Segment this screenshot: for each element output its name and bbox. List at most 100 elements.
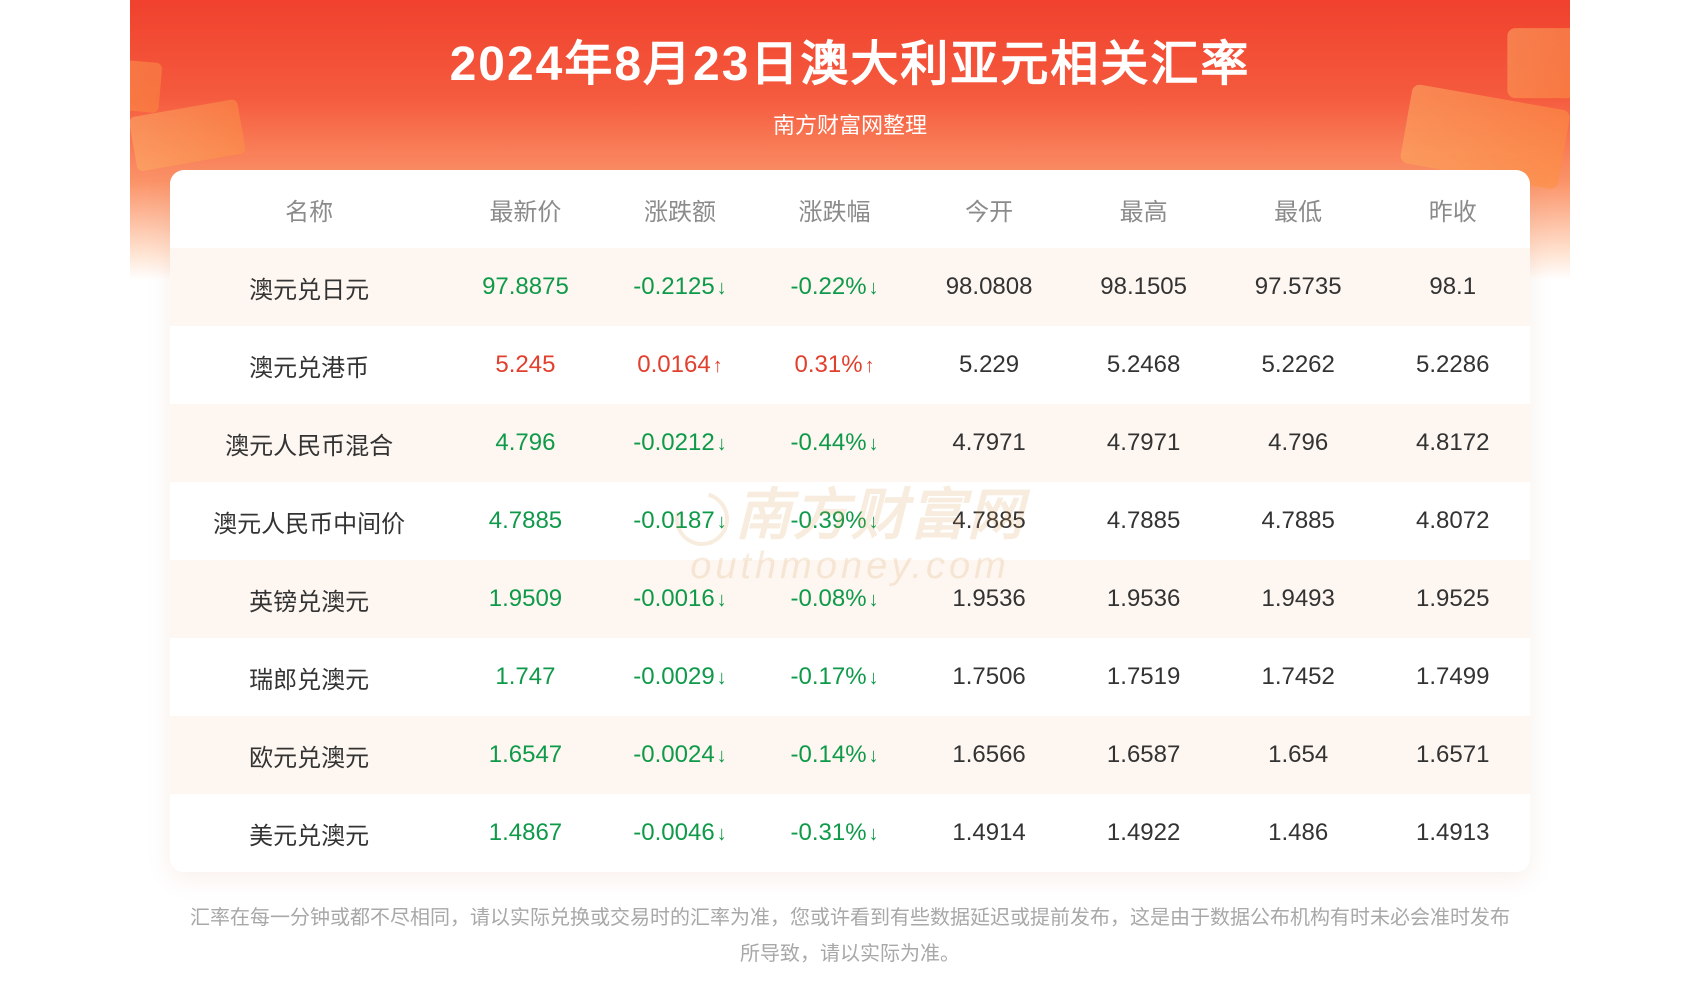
cell-low: 5.2262 — [1221, 351, 1376, 379]
arrow-up-icon: ↑ — [865, 355, 875, 377]
arrow-down-icon: ↓ — [717, 823, 727, 845]
cell-high: 1.7519 — [1066, 663, 1221, 691]
cell-chg: -0.0016↓ — [603, 585, 758, 613]
cell-high: 4.7885 — [1066, 507, 1221, 535]
table-body: 澳元兑日元97.8875-0.2125↓-0.22%↓98.080898.150… — [170, 248, 1530, 872]
cell-name: 瑞郎兑澳元 — [170, 660, 448, 695]
cell-chg: 0.0164↑ — [603, 351, 758, 379]
cell-last: 1.9509 — [448, 585, 603, 613]
arrow-down-icon: ↓ — [869, 589, 879, 611]
cell-pct: -0.31%↓ — [757, 819, 912, 847]
cell-high: 1.6587 — [1066, 741, 1221, 769]
rates-table: 名称 最新价 涨跌额 涨跌幅 今开 最高 最低 昨收 澳元兑日元97.8875-… — [170, 170, 1530, 872]
disclaimer-text: 汇率在每一分钟或都不尽相同，请以实际兑换或交易时的汇率为准，您或许看到有些数据延… — [190, 900, 1510, 972]
arrow-down-icon: ↓ — [717, 433, 727, 455]
table-row: 澳元人民币中间价4.7885-0.0187↓-0.39%↓4.78854.788… — [170, 482, 1530, 560]
cell-low: 4.7885 — [1221, 507, 1376, 535]
cell-last: 1.4867 — [448, 819, 603, 847]
col-high: 最高 — [1066, 192, 1221, 227]
cell-open: 1.4914 — [912, 819, 1067, 847]
cell-high: 5.2468 — [1066, 351, 1221, 379]
cell-prev: 1.7499 — [1375, 663, 1530, 691]
cell-low: 1.9493 — [1221, 585, 1376, 613]
cell-pct: 0.31%↑ — [757, 351, 912, 379]
cell-last: 1.6547 — [448, 741, 603, 769]
col-pct: 涨跌幅 — [757, 192, 912, 227]
page-title: 2024年8月23日澳大利亚元相关汇率 — [130, 24, 1570, 94]
cell-high: 1.4922 — [1066, 819, 1221, 847]
cell-last: 5.245 — [448, 351, 603, 379]
cell-open: 5.229 — [912, 351, 1067, 379]
cell-chg: -0.0024↓ — [603, 741, 758, 769]
cell-high: 98.1505 — [1066, 273, 1221, 301]
col-chg: 涨跌额 — [603, 192, 758, 227]
arrow-down-icon: ↓ — [869, 277, 879, 299]
cell-open: 98.0808 — [912, 273, 1067, 301]
cell-open: 1.6566 — [912, 741, 1067, 769]
cell-chg: -0.0187↓ — [603, 507, 758, 535]
cell-prev: 1.4913 — [1375, 819, 1530, 847]
cell-chg: -0.0046↓ — [603, 819, 758, 847]
cell-prev: 98.1 — [1375, 273, 1530, 301]
col-last: 最新价 — [448, 192, 603, 227]
table-row: 美元兑澳元1.4867-0.0046↓-0.31%↓1.49141.49221.… — [170, 794, 1530, 872]
table-row: 欧元兑澳元1.6547-0.0024↓-0.14%↓1.65661.65871.… — [170, 716, 1530, 794]
cell-prev: 5.2286 — [1375, 351, 1530, 379]
cell-last: 4.796 — [448, 429, 603, 457]
cell-low: 1.7452 — [1221, 663, 1376, 691]
col-low: 最低 — [1221, 192, 1376, 227]
cell-name: 澳元人民币中间价 — [170, 504, 448, 539]
arrow-down-icon: ↓ — [869, 667, 879, 689]
cell-pct: -0.39%↓ — [757, 507, 912, 535]
cell-prev: 4.8172 — [1375, 429, 1530, 457]
cell-prev: 1.9525 — [1375, 585, 1530, 613]
arrow-down-icon: ↓ — [717, 511, 727, 533]
arrow-down-icon: ↓ — [717, 589, 727, 611]
cell-pct: -0.22%↓ — [757, 273, 912, 301]
cell-prev: 4.8072 — [1375, 507, 1530, 535]
arrow-down-icon: ↓ — [717, 277, 727, 299]
col-prev: 昨收 — [1375, 192, 1530, 227]
cell-chg: -0.2125↓ — [603, 273, 758, 301]
table-row: 澳元人民币混合4.796-0.0212↓-0.44%↓4.79714.79714… — [170, 404, 1530, 482]
cell-low: 1.486 — [1221, 819, 1376, 847]
arrow-down-icon: ↓ — [869, 511, 879, 533]
cell-low: 4.796 — [1221, 429, 1376, 457]
cell-open: 4.7971 — [912, 429, 1067, 457]
table-row: 澳元兑日元97.8875-0.2125↓-0.22%↓98.080898.150… — [170, 248, 1530, 326]
cell-high: 1.9536 — [1066, 585, 1221, 613]
cell-last: 97.8875 — [448, 273, 603, 301]
arrow-up-icon: ↑ — [713, 355, 723, 377]
col-name: 名称 — [170, 192, 448, 227]
cell-low: 97.5735 — [1221, 273, 1376, 301]
cell-open: 1.7506 — [912, 663, 1067, 691]
table-row: 英镑兑澳元1.9509-0.0016↓-0.08%↓1.95361.95361.… — [170, 560, 1530, 638]
cell-low: 1.654 — [1221, 741, 1376, 769]
cell-high: 4.7971 — [1066, 429, 1221, 457]
cell-name: 澳元人民币混合 — [170, 426, 448, 461]
cell-name: 澳元兑日元 — [170, 270, 448, 305]
cell-prev: 1.6571 — [1375, 741, 1530, 769]
cell-name: 美元兑澳元 — [170, 816, 448, 851]
cell-pct: -0.44%↓ — [757, 429, 912, 457]
cell-pct: -0.17%↓ — [757, 663, 912, 691]
cell-name: 英镑兑澳元 — [170, 582, 448, 617]
cell-chg: -0.0212↓ — [603, 429, 758, 457]
cell-pct: -0.08%↓ — [757, 585, 912, 613]
cell-open: 4.7885 — [912, 507, 1067, 535]
arrow-down-icon: ↓ — [717, 667, 727, 689]
col-open: 今开 — [912, 192, 1067, 227]
table-header-row: 名称 最新价 涨跌额 涨跌幅 今开 最高 最低 昨收 — [170, 170, 1530, 248]
cell-chg: -0.0029↓ — [603, 663, 758, 691]
arrow-down-icon: ↓ — [869, 433, 879, 455]
table-row: 瑞郎兑澳元1.747-0.0029↓-0.17%↓1.75061.75191.7… — [170, 638, 1530, 716]
cell-last: 1.747 — [448, 663, 603, 691]
cell-name: 欧元兑澳元 — [170, 738, 448, 773]
arrow-down-icon: ↓ — [717, 745, 727, 767]
cell-last: 4.7885 — [448, 507, 603, 535]
page-subtitle: 南方财富网整理 — [130, 108, 1570, 140]
arrow-down-icon: ↓ — [869, 745, 879, 767]
arrow-down-icon: ↓ — [869, 823, 879, 845]
cell-open: 1.9536 — [912, 585, 1067, 613]
cell-name: 澳元兑港币 — [170, 348, 448, 383]
